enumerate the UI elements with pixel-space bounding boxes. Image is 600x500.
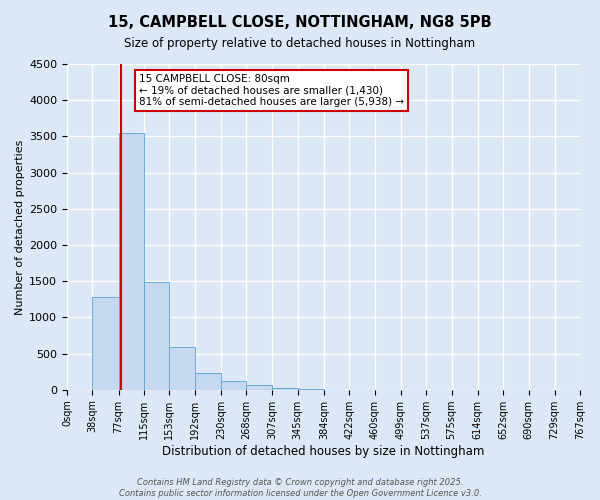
Text: 15, CAMPBELL CLOSE, NOTTINGHAM, NG8 5PB: 15, CAMPBELL CLOSE, NOTTINGHAM, NG8 5PB: [108, 15, 492, 30]
Text: Size of property relative to detached houses in Nottingham: Size of property relative to detached ho…: [124, 38, 476, 51]
Bar: [221, 382, 246, 390]
Bar: [144, 282, 169, 390]
Y-axis label: Number of detached properties: Number of detached properties: [15, 139, 25, 314]
X-axis label: Distribution of detached houses by size in Nottingham: Distribution of detached houses by size …: [163, 444, 485, 458]
Text: 15 CAMPBELL CLOSE: 80sqm
← 19% of detached houses are smaller (1,430)
81% of sem: 15 CAMPBELL CLOSE: 80sqm ← 19% of detach…: [139, 74, 404, 107]
Bar: [272, 388, 298, 390]
Text: Contains HM Land Registry data © Crown copyright and database right 2025.
Contai: Contains HM Land Registry data © Crown c…: [119, 478, 481, 498]
Bar: [92, 297, 119, 390]
Bar: [246, 385, 272, 390]
Bar: [119, 134, 144, 390]
Bar: [169, 347, 196, 390]
Bar: [196, 373, 221, 390]
